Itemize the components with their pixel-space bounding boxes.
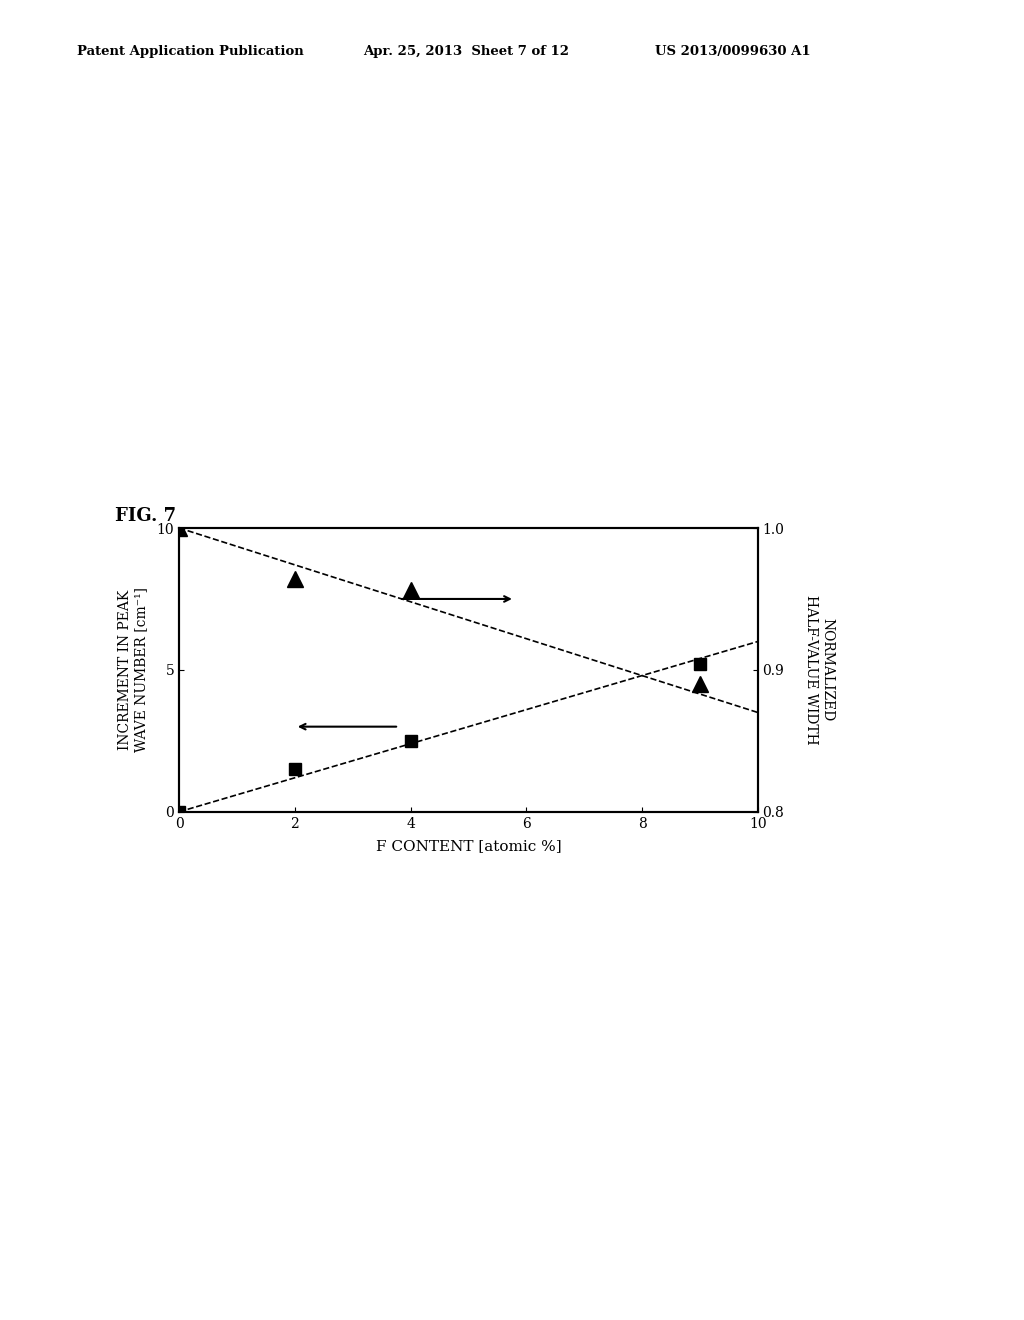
Text: Apr. 25, 2013  Sheet 7 of 12: Apr. 25, 2013 Sheet 7 of 12 [364, 45, 569, 58]
Y-axis label: NORMALIZED
HALF-VALUE WIDTH: NORMALIZED HALF-VALUE WIDTH [804, 595, 835, 744]
Text: Patent Application Publication: Patent Application Publication [77, 45, 303, 58]
X-axis label: F CONTENT [atomic %]: F CONTENT [atomic %] [376, 840, 561, 853]
Text: US 2013/0099630 A1: US 2013/0099630 A1 [655, 45, 811, 58]
Y-axis label: INCREMENT IN PEAK
WAVE NUMBER [cm⁻¹]: INCREMENT IN PEAK WAVE NUMBER [cm⁻¹] [118, 587, 148, 752]
Text: FIG. 7: FIG. 7 [115, 507, 176, 525]
